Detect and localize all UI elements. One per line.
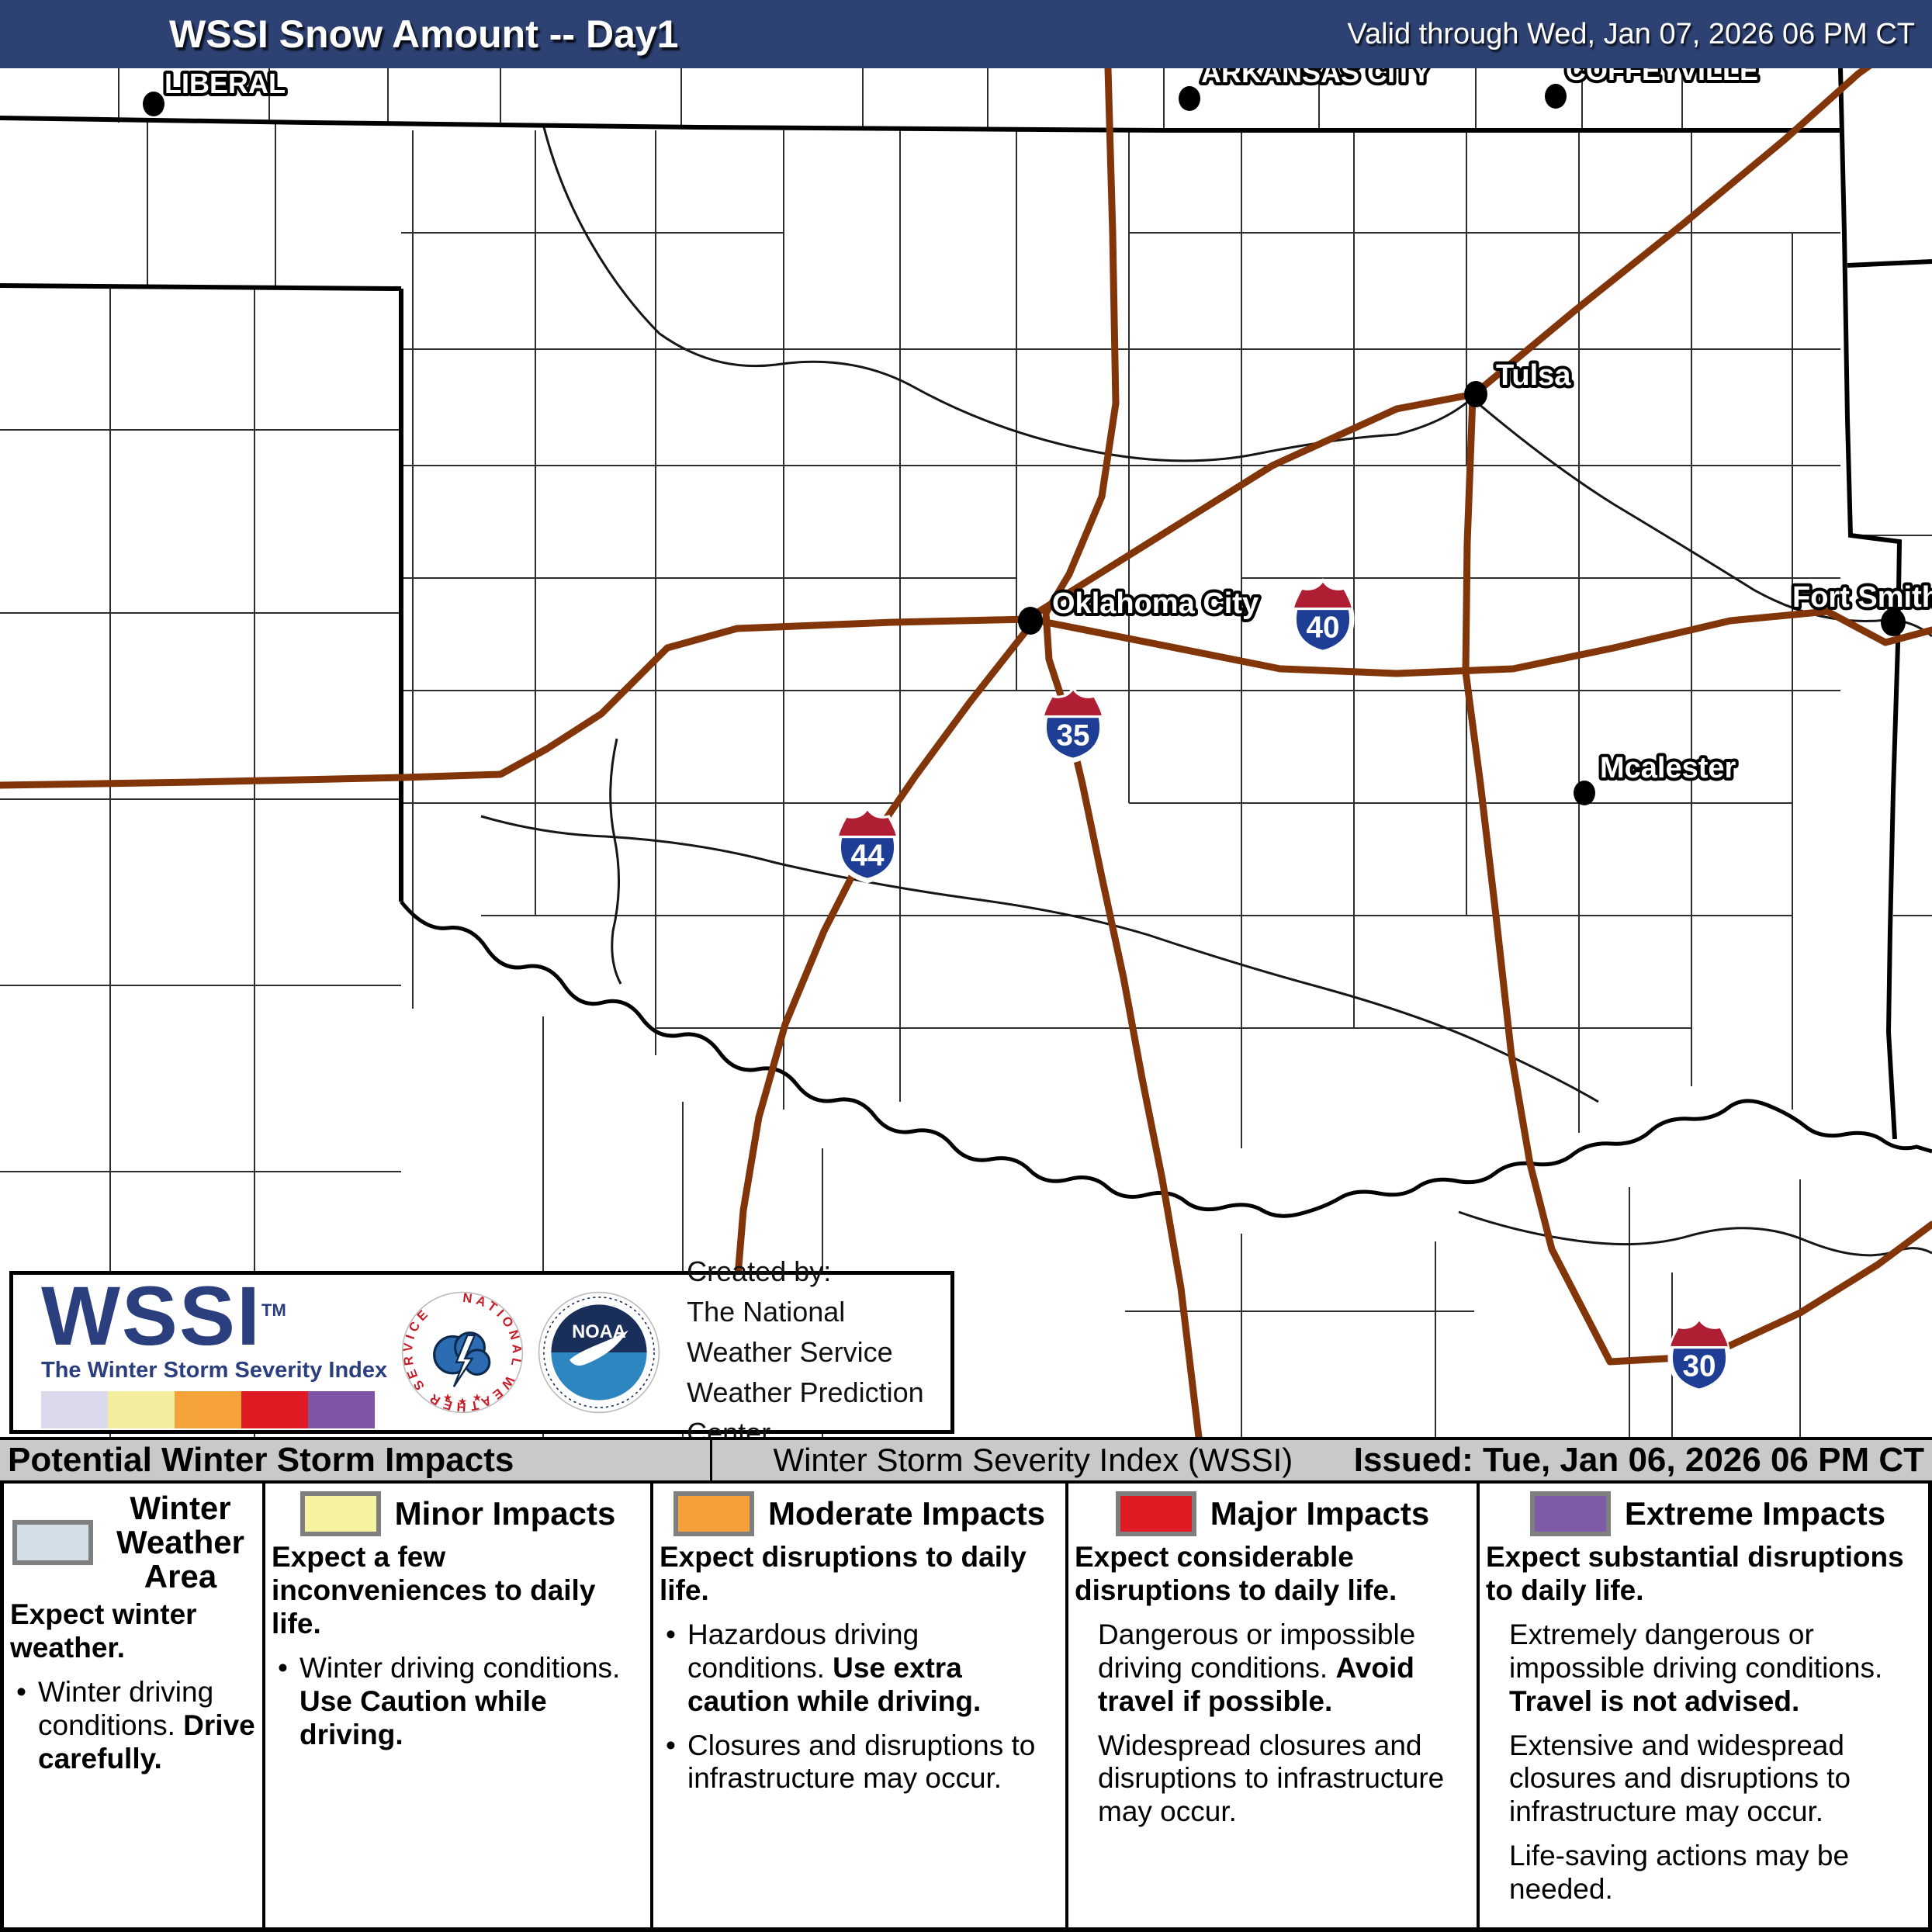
- wssi-credit-box: WSSITM The Winter Storm Severity Index N…: [9, 1255, 954, 1449]
- wssi-severity-swatch-1: [108, 1390, 175, 1428]
- issued-timestamp: Issued: Tue, Jan 06, 2026 06 PM CT: [1353, 1441, 1924, 1479]
- i40-shield-number: 40: [1307, 611, 1340, 645]
- minor-impacts-swatch: [299, 1491, 381, 1536]
- moderate-impacts-section-2: Closures and disruptions to infrastructu…: [660, 1729, 1059, 1796]
- wssi-severity-swatch-2: [175, 1390, 241, 1428]
- header-bar: WSSI Snow Amount -- Day1 Valid through W…: [0, 0, 1932, 68]
- legend-columns: Winter Weather Area Expect winter weather…: [4, 1484, 1928, 1927]
- nws-cloud-lightning-icon: [433, 1331, 491, 1387]
- extreme-impacts-title: Extreme Impacts: [1624, 1494, 1886, 1532]
- noaa-seagull-icon: [570, 1330, 629, 1366]
- moderate-impacts-section-0: Expect disruptions to daily life.: [660, 1541, 1027, 1606]
- arkansas-city-label: ARKANSAS CITY: [1201, 68, 1431, 88]
- moderate-impacts-swatch: [673, 1491, 754, 1536]
- winter-weather-area-swatch: [12, 1520, 93, 1566]
- i30-shield-number: 30: [1683, 1350, 1716, 1383]
- svg-text:★: ★: [458, 1396, 468, 1408]
- red-river-border: [400, 900, 1932, 1218]
- minor-impacts-title: Minor Impacts: [394, 1494, 616, 1532]
- svg-text:★: ★: [473, 1392, 483, 1404]
- legend-column-extreme-impacts: Extreme Impacts Expect substantial disrup…: [1477, 1484, 1932, 1927]
- i35-shield-number: 35: [1057, 719, 1090, 753]
- legend-column-major-impacts: Major Impacts Expect considerable disrupt…: [1065, 1484, 1477, 1927]
- i44-shield: 44: [839, 811, 897, 881]
- wssi-logo: WSSITM The Winter Storm Severity Index: [13, 1269, 388, 1428]
- rivers: [480, 123, 1932, 1257]
- extreme-impacts-section-0: Expect substantial disruptions to daily …: [1486, 1541, 1904, 1606]
- county-lines-oklahoma: [401, 130, 1932, 1148]
- extreme-impacts-section-3: Life-saving actions may be needed.: [1509, 1840, 1850, 1906]
- highway-us69-i30: [1462, 393, 1932, 1366]
- oklahoma-city-dot: [1018, 607, 1043, 635]
- arkansas-city-dot: [1179, 86, 1200, 111]
- oklahoma-city-label: Oklahoma City: [1052, 587, 1259, 620]
- impact-bar-title: Potential Winter Storm Impacts: [0, 1440, 712, 1480]
- created-by-line2: The National Weather Service: [687, 1295, 893, 1368]
- winter-weather-area-section-0: Expect winter weather.: [10, 1598, 197, 1664]
- wssi-severity-swatch-4: [308, 1390, 375, 1428]
- tulsa-label: Tulsa: [1496, 359, 1571, 392]
- oklahoma-map: 40 35 44 30 LIBERAL ARKANSAS CITY: [0, 68, 1932, 1437]
- nws-stars: ★ ★ ★: [443, 1392, 483, 1408]
- i40-shield: 40: [1294, 583, 1352, 653]
- winter-weather-area-header: Winter Weather Area: [10, 1491, 256, 1594]
- extreme-impacts-section-1: Extremely dangerous or impossible drivin…: [1509, 1618, 1883, 1717]
- nws-logo: NATIONAL WEATHER SERVICE ★ ★ ★: [401, 1291, 524, 1414]
- extreme-impacts-swatch: [1529, 1491, 1611, 1536]
- fort-smith-dot: [1881, 608, 1906, 636]
- trademark-symbol: TM: [261, 1300, 286, 1321]
- minor-impacts-section-0: Expect a few inconveniences to daily lif…: [272, 1541, 596, 1639]
- moderate-impacts-title: Moderate Impacts: [767, 1494, 1046, 1532]
- i30-shield: 30: [1671, 1321, 1729, 1391]
- impact-legend: Winter Weather Area Expect winter weather…: [0, 1484, 1932, 1932]
- i35-shield: 35: [1044, 691, 1103, 760]
- major-impacts-section-0: Expect considerable disruptions to daily…: [1075, 1541, 1397, 1606]
- impact-title-bar: Potential Winter Storm Impacts Winter St…: [0, 1437, 1932, 1484]
- liberal-dot: [143, 92, 164, 116]
- wssi-severity-swatch-3: [241, 1390, 308, 1428]
- wssi-severity-swatch-row: [41, 1390, 387, 1428]
- coffeyville-label: COFFEYVILLE: [1566, 68, 1758, 86]
- winter-weather-area-title: Winter Weather Area: [116, 1490, 244, 1595]
- major-impacts-section-1: Dangerous or impossible driving conditio…: [1098, 1618, 1416, 1717]
- page-title: WSSI Snow Amount -- Day1: [169, 12, 679, 56]
- noaa-logo: NOAA: [538, 1291, 660, 1414]
- impact-bar-subtitle: Winter Storm Severity Index (WSSI): [773, 1442, 1293, 1478]
- minor-impacts-section-1: Winter driving conditions. Use Caution w…: [272, 1652, 644, 1752]
- major-impacts-header: Major Impacts: [1075, 1491, 1470, 1536]
- wssi-tagline: The Winter Storm Severity Index: [41, 1357, 388, 1383]
- tulsa-dot: [1464, 381, 1487, 407]
- liberal-label: LIBERAL: [164, 68, 286, 99]
- major-impacts-swatch: [1115, 1491, 1196, 1536]
- highway-i44-southwest: [732, 621, 1034, 1307]
- extreme-impacts-header: Extreme Impacts: [1486, 1491, 1930, 1536]
- created-by-text: Created by: The National Weather Service…: [687, 1252, 950, 1454]
- extreme-impacts-section-2: Extensive and widespread closures and di…: [1509, 1729, 1851, 1828]
- county-lines-kansas: [118, 68, 1683, 130]
- svg-text:★: ★: [443, 1392, 453, 1404]
- highway-turner-turnpike: [1027, 68, 1872, 621]
- legend-column-moderate-impacts: Moderate Impacts Expect disruptions to da…: [650, 1484, 1065, 1927]
- wssi-wordmark: WSSITM: [41, 1269, 286, 1363]
- minor-impacts-header: Minor Impacts: [272, 1491, 644, 1536]
- moderate-impacts-header: Moderate Impacts: [660, 1491, 1059, 1536]
- interstate-shields: 40 35 44 30: [839, 583, 1729, 1391]
- coffeyville-dot: [1545, 84, 1567, 109]
- city-markers: LIBERAL ARKANSAS CITY COFFEYVILLE Tulsa …: [143, 68, 1932, 805]
- map-area: 40 35 44 30 LIBERAL ARKANSAS CITY: [0, 68, 1932, 1449]
- fort-smith-label: Fort Smith: [1792, 581, 1932, 614]
- valid-through-label: Valid through Wed, Jan 07, 2026 06 PM CT: [1347, 17, 1915, 50]
- winter-weather-area-section-1: Winter driving conditions. Drive careful…: [10, 1676, 256, 1776]
- legend-column-minor-impacts: Minor Impacts Expect a few inconveniences…: [262, 1484, 650, 1927]
- created-by-line1: Created by:: [687, 1255, 832, 1287]
- wssi-severity-swatch-0: [41, 1390, 108, 1428]
- mcalester-label: Mcalester: [1600, 752, 1736, 784]
- i44-shield-number: 44: [851, 840, 885, 873]
- moderate-impacts-section-1: Hazardous driving conditions. Use extra …: [660, 1619, 1059, 1719]
- major-impacts-title: Major Impacts: [1210, 1494, 1430, 1532]
- major-impacts-section-2: Widespread closures and disruptions to i…: [1098, 1729, 1445, 1828]
- mcalester-dot: [1574, 781, 1595, 805]
- legend-column-winter-weather-area: Winter Weather Area Expect winter weather…: [4, 1484, 262, 1927]
